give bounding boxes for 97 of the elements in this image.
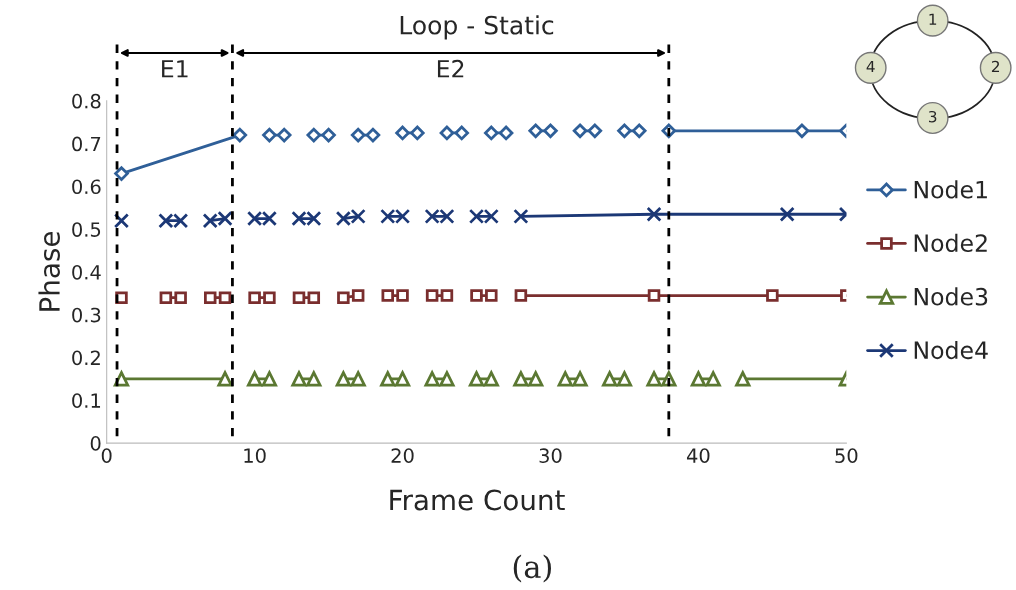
point [410, 125, 425, 141]
point [440, 289, 454, 302]
point [218, 291, 232, 304]
point [631, 123, 647, 139]
point [484, 125, 499, 141]
legend-label: Node4 [914, 340, 988, 360]
point [705, 371, 721, 387]
point [470, 289, 483, 302]
point [307, 291, 321, 304]
text: E2 [437, 59, 464, 78]
text: 3 [928, 110, 937, 123]
point [572, 371, 588, 387]
point [232, 127, 248, 143]
point [616, 371, 633, 387]
y-tick-label: 0.8 [72, 93, 101, 109]
point [617, 123, 632, 139]
point [350, 371, 366, 387]
y-tick-label: 0.4 [72, 264, 101, 280]
x-tick-label: 30 [539, 448, 562, 463]
point [439, 371, 455, 387]
x-tick-label: 10 [244, 448, 266, 463]
point [647, 289, 661, 302]
text: E1 [162, 60, 188, 78]
y-tick-label: 0.7 [72, 136, 101, 152]
x-tick-label: 20 [391, 448, 414, 463]
point [528, 123, 543, 139]
point [261, 371, 278, 387]
point [380, 371, 396, 387]
point [690, 371, 707, 387]
y-tick-label: 0 [90, 436, 101, 451]
point [766, 289, 779, 302]
point [291, 371, 307, 387]
point [174, 291, 187, 304]
point [602, 371, 618, 387]
point [262, 127, 277, 143]
point [263, 291, 276, 304]
point [735, 371, 751, 387]
point [794, 123, 810, 139]
point [394, 371, 411, 387]
point [203, 291, 217, 304]
x-tick-label: 50 [835, 448, 858, 463]
point [335, 371, 352, 387]
point [113, 371, 130, 387]
point [468, 371, 485, 387]
point [159, 291, 173, 304]
x-axis-title: Frame Count [390, 489, 565, 511]
point [115, 291, 128, 304]
point [337, 291, 350, 304]
point [246, 371, 263, 387]
point [557, 371, 573, 387]
point [395, 125, 410, 141]
y-tick-label: 0.5 [72, 222, 101, 237]
point [365, 127, 381, 143]
point [485, 289, 498, 302]
chart-title: Loop - Static [400, 15, 554, 40]
point [528, 371, 544, 387]
x-tick-label: 0 [101, 448, 112, 463]
point [513, 371, 529, 387]
point [513, 208, 529, 225]
point [483, 371, 499, 387]
point [321, 127, 336, 143]
y-tick-label: 0.1 [72, 393, 101, 408]
point [779, 206, 795, 222]
point [646, 206, 662, 222]
point [498, 125, 514, 141]
point [306, 127, 322, 143]
legend-label: Node1 [914, 180, 987, 199]
y-tick-label: 0.6 [72, 179, 101, 195]
x-tick-label: 40 [686, 448, 710, 463]
point [439, 125, 455, 141]
point [292, 291, 306, 304]
point [543, 123, 558, 139]
point [217, 371, 233, 387]
y-tick-label: 0.3 [72, 307, 101, 323]
y-tick-label: 0.2 [72, 350, 100, 366]
y-axis-title: Phase [38, 232, 60, 311]
text: 2 [991, 60, 1000, 73]
text: (a) [513, 554, 551, 583]
point [572, 123, 588, 139]
point [646, 371, 662, 387]
text: 4 [866, 60, 875, 73]
point [114, 166, 129, 181]
point [514, 289, 528, 302]
point [396, 289, 409, 302]
point [351, 289, 365, 302]
point [350, 127, 366, 143]
point [381, 289, 394, 302]
point [424, 371, 440, 387]
point [248, 291, 261, 304]
point [425, 289, 439, 302]
legend-label: Node2 [914, 233, 987, 253]
point [454, 125, 469, 141]
point [276, 127, 292, 143]
text: 1 [929, 13, 937, 25]
legend-label: Node3 [914, 287, 988, 306]
point [306, 371, 322, 387]
point [587, 123, 603, 139]
